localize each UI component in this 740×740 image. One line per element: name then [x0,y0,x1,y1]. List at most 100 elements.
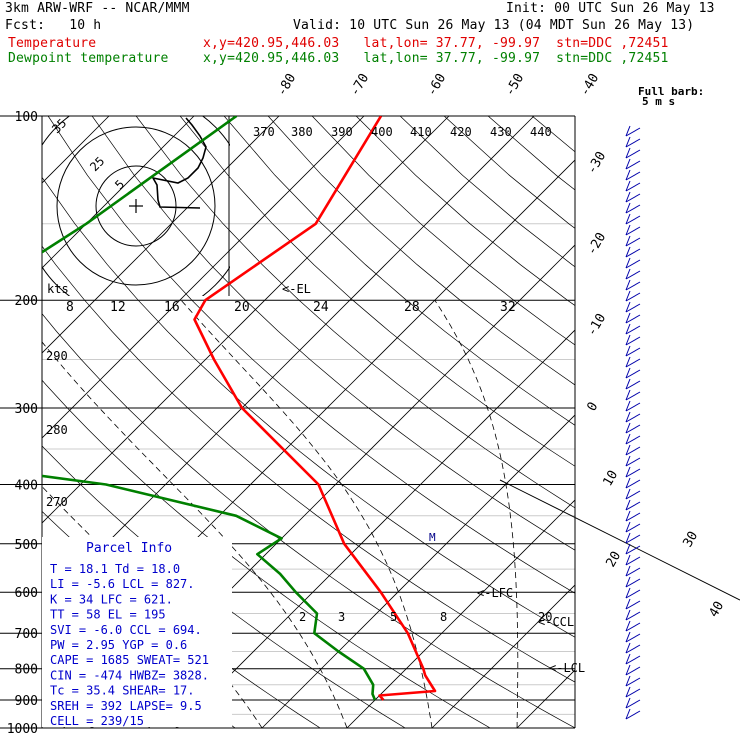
wind-barb [625,402,641,412]
isotherm-line [42,116,365,439]
parcel-info-row: LI = -5.6 LCL = 827. [50,577,195,591]
parcel-info-row: CAPE = 1685 SWEAT= 521 [50,653,209,667]
pressure-tick-label: 700 [15,627,38,642]
pressure-tick-label: 800 [15,663,38,678]
isotherm-label: -40 [577,71,602,99]
pressure-tick-label: 600 [15,586,38,601]
wind-barb [625,466,631,478]
theta-label: 270 [46,495,68,509]
parcel-info-box: Parcel Info T = 18.1 Td = 18.0LI = -5.6 L… [42,537,232,728]
wind-barb [625,204,641,214]
dewpoint-legend-info: x,y=420.95,446.03 lat,lon= 37.77, -99.97… [203,51,669,66]
wind-barb [625,292,641,302]
wind-barb [625,301,631,313]
hodograph-speed-label: 24 [313,300,329,315]
dry-adiabat-line [487,116,575,191]
theta-label: 370 [253,125,275,139]
hodograph-units-label: kts [47,282,69,296]
wind-barb [625,666,641,676]
wind-barb [625,576,631,588]
wind-barb [625,587,631,599]
wind-barb [625,532,631,544]
wind-barb [625,622,641,632]
wind-barb [625,257,631,269]
theta-label: 390 [331,125,353,139]
wind-barb [625,444,631,456]
wind-barb [625,697,631,709]
dry-adiabat-line [443,116,575,229]
wind-barb [625,369,641,379]
hodograph-speed-label: 32 [500,300,516,315]
wind-barb [625,193,641,203]
parcel-info-row: PW = 2.95 YGP = 0.6 [50,638,187,652]
level-label: <-EL [282,282,311,296]
moist-adiabat-line [42,341,348,728]
wind-barb [625,279,631,291]
hodograph-speed-label: 16 [164,300,180,315]
wind-barb [625,127,641,137]
temperature-legend-label: Temperature [8,36,97,51]
wind-barb [625,644,641,654]
mixing-ratio-label: 8 [440,610,447,624]
wind-barb [625,356,631,368]
hodograph-speed-label: 20 [234,300,250,315]
wind-barb [625,171,641,181]
dry-adiabat-line [311,116,575,346]
wind-barb [625,578,641,588]
wind-barb [625,653,631,665]
isotherm-label: 20 [603,549,624,570]
wind-barb [625,226,641,236]
mixing-ratio-label: 5 [390,610,397,624]
isotherm-label: -80 [274,71,299,99]
isotherm-label: 40 [706,599,727,620]
wind-barb [625,191,631,203]
isotherm-line [42,116,280,354]
theta-label: 280 [46,423,68,437]
parcel-info-row: K = 34 LFC = 621. [50,592,173,606]
isotherm-label: -50 [502,71,527,99]
wind-barb [625,248,641,258]
wind-barb [625,699,641,709]
theta-label: 400 [371,125,393,139]
wind-barb [625,490,641,500]
isotherm-line [602,116,740,728]
sounding-curves [42,116,437,701]
barb-legend-label: 5 m s [642,95,675,108]
wind-barb [625,521,631,533]
parcel-info-row: TT = 58 EL = 195 [50,608,166,622]
wind-barb [625,708,631,720]
parcel-info-row: Tc = 35.4 SHEAR= 17. [50,684,195,698]
theta-label: 290 [46,349,68,363]
init-time: Init: 00 UTC Sun 26 May 13 [506,1,715,16]
wind-barb [625,323,631,335]
wind-barb [625,136,631,148]
wind-barbs [625,125,641,720]
wind-barb [625,281,641,291]
mixing-ratio-label: 20 [538,610,552,624]
wind-barb [625,710,641,720]
wind-barb [625,633,641,643]
wind-barb [625,534,641,544]
hodograph-ring-label: 25 [87,154,107,174]
wind-barb [625,457,641,467]
wind-barb [625,600,641,610]
wind-barb [625,565,631,577]
parcel-info-row: SREH = 392 LAPSE= 9.5 [50,699,202,713]
wind-barb [625,435,641,445]
isotherm-label: 0 [584,400,601,414]
hodograph [42,116,230,296]
wind-barb [625,620,631,632]
wind-barb [625,246,631,258]
theta-label: 430 [490,125,512,139]
wind-barb [625,367,631,379]
parcel-info-row: SVI = -6.0 CCL = 694. [50,623,202,637]
wind-barb [625,391,641,401]
wind-barb [625,358,641,368]
wind-barb [625,499,631,511]
wind-barb [625,147,631,159]
wind-barb [625,631,631,643]
parcel-info-title: Parcel Info [86,541,172,556]
wind-barb [625,169,631,181]
wind-barb [625,479,641,489]
wind-barb [625,347,641,357]
